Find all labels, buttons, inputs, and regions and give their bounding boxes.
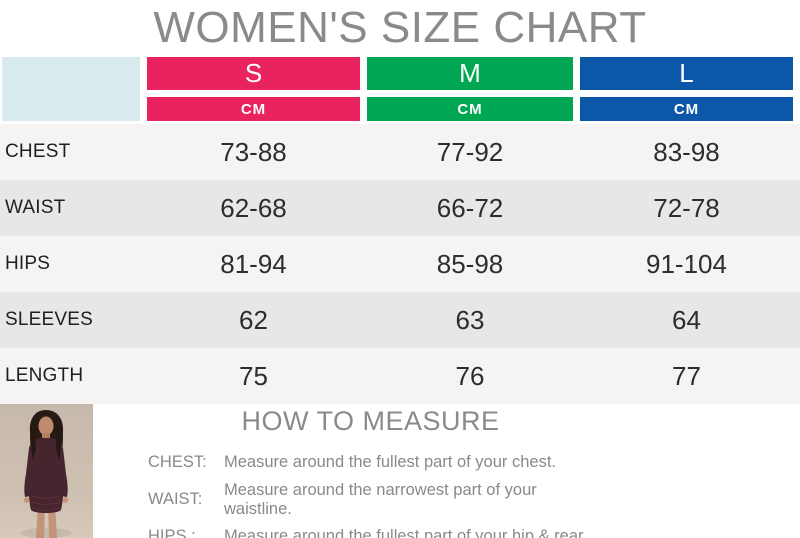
- size-value: 77: [672, 360, 701, 391]
- row-label: CHEST: [5, 141, 71, 162]
- unit-cell-s: CM: [147, 97, 360, 121]
- row-label: SLEEVES: [5, 309, 94, 330]
- size-table-body: CHEST 73-88 77-92 83-98 WAIST 62-68 66-7…: [0, 124, 800, 404]
- size-value: 73-88: [220, 136, 287, 167]
- measure-item-waist: WAIST: Measure around the narrowest part…: [148, 481, 593, 518]
- size-value: 91-104: [646, 248, 727, 279]
- page-title: WOMEN'S SIZE CHART: [153, 3, 647, 52]
- measure-label: CHEST:: [148, 453, 207, 471]
- row-label: WAIST: [5, 197, 66, 218]
- unit-cell-l: CM: [580, 97, 793, 121]
- size-value: 75: [239, 360, 268, 391]
- table-row-sleeves: SLEEVES 62 63 64: [0, 292, 800, 348]
- how-to-measure-section: HOW TO MEASURE CHEST: Measure around the…: [0, 404, 800, 538]
- table-row-waist: WAIST 62-68 66-72 72-78: [0, 180, 800, 236]
- measure-text: Measure around the fullest part of your …: [224, 527, 588, 538]
- how-to-measure-title: HOW TO MEASURE: [241, 406, 500, 436]
- unit-cell-m: CM: [367, 97, 573, 121]
- size-value: 81-94: [220, 248, 287, 279]
- table-row-length: LENGTH 75 76 77: [0, 348, 800, 404]
- table-row-hips: HIPS 81-94 85-98 91-104: [0, 236, 800, 292]
- measure-item-hips: HIPS : Measure around the fullest part o…: [148, 518, 593, 538]
- measure-text: Measure around the fullest part of your …: [224, 453, 557, 471]
- size-value: 72-78: [653, 192, 720, 223]
- measure-label: WAIST:: [148, 490, 203, 508]
- size-value: 76: [455, 360, 485, 391]
- size-value: 62: [239, 304, 268, 335]
- measure-content: HOW TO MEASURE CHEST: Measure around the…: [148, 404, 593, 538]
- size-value: 64: [672, 304, 701, 335]
- size-table-header: S M L CM CM CM: [0, 57, 800, 121]
- size-value: 62-68: [220, 192, 287, 223]
- measure-list: CHEST: Measure around the fullest part o…: [148, 444, 593, 538]
- size-value: 85-98: [436, 248, 504, 279]
- size-column-header-s: S: [147, 57, 360, 90]
- measure-text: Measure around the narrowest part of you…: [224, 480, 537, 518]
- row-label: LENGTH: [5, 365, 84, 386]
- size-column-header-l: L: [580, 57, 793, 90]
- table-corner-cell: [2, 57, 140, 121]
- row-label: HIPS: [5, 253, 51, 274]
- measure-item-chest: CHEST: Measure around the fullest part o…: [148, 444, 593, 481]
- size-value: 66-72: [436, 192, 504, 223]
- size-value: 77-92: [436, 136, 504, 167]
- measure-label: HIPS :: [148, 527, 196, 538]
- model-photo: [0, 404, 93, 538]
- table-row-chest: CHEST 73-88 77-92 83-98: [0, 124, 800, 180]
- size-column-header-m: M: [367, 57, 573, 90]
- size-value: 83-98: [653, 136, 720, 167]
- size-value: 63: [455, 304, 485, 335]
